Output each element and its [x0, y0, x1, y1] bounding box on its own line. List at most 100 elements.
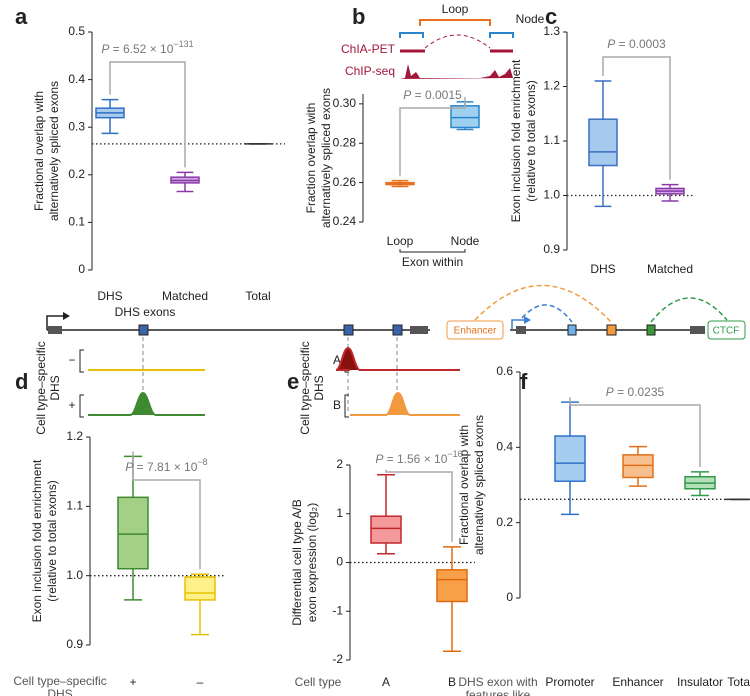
d-track-label: Cell type–specific — [34, 341, 48, 434]
significance-bracket — [569, 397, 701, 467]
y-axis-label: Exon inclusion fold enrichment — [30, 459, 44, 622]
p-value-part: P — [606, 385, 614, 399]
y-tick-label: 0.28 — [333, 135, 357, 149]
p-value-part: = 0.0003 — [615, 37, 666, 51]
y-tick-label: 0.6 — [496, 364, 513, 378]
p-value-part: −16 — [447, 449, 462, 459]
y-axis-label: (relative to total exons) — [45, 480, 59, 601]
panel-letter: c — [545, 4, 557, 29]
box — [622, 454, 654, 479]
y-axis-label: Fraction overlap with — [304, 103, 318, 214]
x-tick-label: Insulator — [677, 675, 723, 689]
y-axis-label: Exon inclusion fold enrichment — [509, 59, 523, 222]
x-tick-label: DHS — [97, 289, 122, 303]
y-tick-label: 1.1 — [66, 499, 83, 513]
box — [117, 496, 149, 570]
x-tick-label: DHS — [590, 262, 615, 276]
y-tick-label: 0.4 — [496, 440, 513, 454]
panel-letter: b — [352, 4, 365, 29]
chip-seq-signal — [400, 64, 513, 79]
p-value-part: = 6.52 × 10 — [109, 42, 173, 56]
panel-letter: a — [15, 4, 28, 29]
y-tick-label: 0.5 — [68, 24, 85, 38]
x-tick-label: Node — [451, 234, 480, 248]
p-value: P = 0.0003 — [607, 37, 666, 51]
enhancer-label: Enhancer — [454, 326, 497, 337]
y-axis-label: Fractional overlap with — [457, 425, 471, 545]
x-tick-label: Matched — [162, 289, 208, 303]
x-axis-bracket — [399, 249, 466, 253]
y-axis-label: Fractional overlap with — [32, 91, 46, 211]
x-tick-label: A — [382, 675, 390, 689]
y-tick-label: 1.3 — [543, 24, 560, 38]
ctcf-label: CTCF — [713, 326, 740, 337]
significance-bracket — [399, 96, 466, 176]
y-tick-label: 1.0 — [543, 188, 560, 202]
y-axis-label: (relative to total exons) — [524, 80, 538, 201]
chia-pet-label: ChIA-PET — [341, 42, 396, 56]
p-value-part: −131 — [173, 39, 193, 49]
p-value-part: P — [125, 460, 133, 474]
p-value-part: P — [403, 88, 411, 102]
y-tick-label: 0.26 — [333, 175, 357, 189]
panel-letter: e — [287, 369, 299, 394]
y-tick-label: 1 — [336, 506, 343, 520]
track-name: A — [333, 353, 341, 367]
x-axis-label: Exon within — [402, 255, 463, 269]
track-name: − — [68, 353, 75, 367]
track-name: B — [333, 398, 341, 412]
p-value-part: P — [375, 452, 383, 466]
p-value: P = 0.0015 — [403, 88, 462, 102]
p-value-part: = 1.56 × 10 — [383, 452, 447, 466]
box — [436, 569, 468, 603]
x-tick-label: – — [197, 675, 204, 689]
box — [370, 515, 402, 544]
p-value-part: P — [101, 42, 109, 56]
box — [588, 118, 618, 167]
p-value-part: P — [607, 37, 615, 51]
significance-bracket — [602, 56, 671, 180]
x-tick-label: Loop — [387, 234, 414, 248]
box — [184, 576, 216, 601]
x-tick-label: Total — [245, 289, 270, 303]
x-tick-label: + — [129, 675, 136, 689]
y-axis-label: exon expression (log₂) — [305, 503, 319, 622]
y-tick-label: 2 — [336, 457, 343, 471]
y-tick-label: 1.0 — [66, 568, 83, 582]
y-tick-label: 1.2 — [543, 79, 560, 93]
y-tick-label: 0.3 — [68, 119, 85, 133]
y-tick-label: 1.1 — [543, 133, 560, 147]
track-name: + — [68, 398, 75, 412]
x-axis-label: DHS exon with — [458, 675, 537, 689]
y-tick-label: 0.24 — [333, 214, 357, 228]
y-tick-label: 1.2 — [66, 429, 83, 443]
p-value-part: = 0.0235 — [614, 385, 665, 399]
p-value: P = 1.56 × 10−16 — [375, 449, 462, 466]
dhs-exons-label: DHS exons — [115, 305, 176, 319]
x-axis-label: DHS — [47, 687, 72, 696]
chip-seq-label: ChIP-seq — [345, 64, 395, 78]
y-axis-label: alternatively spliced exons — [472, 415, 486, 555]
significance-bracket — [109, 61, 186, 168]
p-value: P = 7.81 × 10−8 — [125, 457, 207, 474]
x-tick-label: Enhancer — [612, 675, 663, 689]
x-axis-label: features like — [466, 688, 531, 696]
loop-label: Loop — [442, 2, 469, 16]
chia-pet-arc — [424, 34, 491, 49]
y-tick-label: 0 — [506, 590, 513, 604]
node-label: Node — [516, 12, 545, 26]
y-axis-label: alternatively spliced exons — [47, 81, 61, 221]
p-value-part: = 0.0015 — [411, 88, 462, 102]
y-tick-label: 0 — [78, 262, 85, 276]
y-axis-label: Differential cell type A/B — [290, 499, 304, 626]
y-tick-label: -1 — [332, 603, 343, 617]
y-tick-label: 0.9 — [543, 242, 560, 256]
x-tick-label: Total — [727, 675, 750, 689]
e-tracks: Cell type–specific DHS A B — [298, 341, 460, 435]
p-value-part: −8 — [197, 457, 207, 467]
node-bracket — [399, 32, 514, 38]
y-tick-label: 0.30 — [333, 96, 357, 110]
regulatory-diagram: Enhancer CTCF — [446, 284, 746, 340]
y-tick-label: 0.2 — [496, 515, 513, 529]
